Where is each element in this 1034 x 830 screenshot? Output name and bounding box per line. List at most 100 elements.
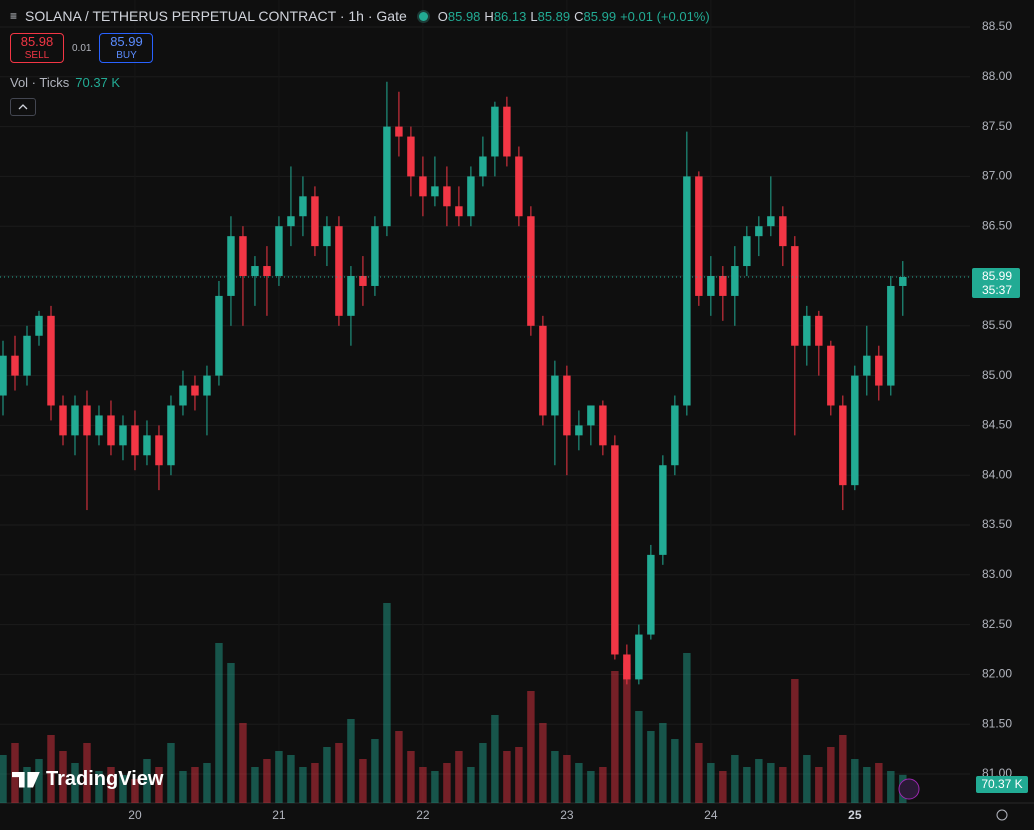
spread: 0.01 [72,42,92,54]
chart-title: SOLANA / TETHERUS PERPETUAL CONTRACT · 1… [25,8,407,24]
volume-bar [755,759,763,803]
y-tick-label: 83.00 [982,567,1012,581]
candle-body [323,226,331,247]
ohlc-close: C85.99 [574,9,616,24]
x-tick-label: 22 [416,808,430,822]
y-tick-label: 86.50 [982,218,1012,232]
candle-body [215,295,223,376]
volume-bar [707,763,715,803]
candle-body [119,425,127,446]
ohlc-value: 86.13 [493,8,527,24]
x-tick-label: 25 [848,808,862,822]
volume-bar [779,767,787,803]
candle-body [143,435,151,456]
candle-body [347,276,355,316]
collapse-button[interactable] [10,98,36,116]
collapse-icon [18,104,28,110]
candle-body [635,634,643,680]
buy-button[interactable]: 85.99 BUY [99,33,154,63]
volume-bar [383,603,391,803]
volume-bar [59,751,67,803]
candle-body [611,445,619,655]
candle-body [383,126,391,227]
volume-bar [743,767,751,803]
volume-bar [239,723,247,803]
volume-bar [35,759,43,803]
volume-bar [443,763,451,803]
candle-body [239,236,247,276]
candle-body [203,375,211,396]
settings-icon[interactable] [996,809,1008,821]
sell-button[interactable]: 85.98 SELL [10,33,64,63]
volume-bar [563,755,571,803]
candle-body [863,355,871,376]
volume-bar [95,771,103,803]
volume-bar [359,759,367,803]
menu-icon[interactable]: ≡ [10,9,18,23]
volume-bar [431,771,439,803]
y-tick-label: 88.50 [982,19,1012,33]
candle-body [47,315,55,406]
candle-body [95,415,103,436]
candle-body [515,156,523,217]
volume-bar [695,743,703,803]
candle-body [647,554,655,635]
candle-body [803,315,811,346]
buy-label: BUY [116,50,137,61]
quick-action-icon [898,778,920,800]
volume-bar [515,747,523,803]
logo-icon [12,771,40,788]
candle-body [791,246,799,346]
candle-body [899,276,907,286]
candle-body [839,405,847,486]
candle-body [491,106,499,157]
volume-bar [323,747,331,803]
volume-bar [767,763,775,803]
candle-body [59,405,67,436]
volume-bar [227,663,235,803]
volume-bar [539,723,547,803]
volume-bar [203,763,211,803]
candle-body [335,226,343,316]
candle-body [851,375,859,486]
volume-bar [467,767,475,803]
volume-bar [167,743,175,803]
buy-price: 85.99 [110,34,143,49]
volume-bar [215,643,223,803]
volume-legend: Vol · Ticks 70.37 K [10,75,120,90]
y-tick-label: 83.50 [982,517,1012,531]
candle-body [155,435,163,466]
candle-body [467,176,475,217]
candle-body [503,106,511,157]
candle-body [731,266,739,296]
sell-price: 85.98 [20,34,54,49]
candle-body [251,266,259,276]
candle-body [887,285,895,386]
trade-panel: 85.98 SELL 0.01 85.99 BUY [10,33,154,63]
candle-body [479,156,487,177]
volume-bar [47,735,55,803]
candle-body [563,375,571,436]
x-tick-label: 24 [704,808,718,822]
candle-body [299,196,307,217]
volume-bar [251,767,259,803]
candle-body [683,176,691,406]
candle-body [695,176,703,296]
y-tick-label: 88.00 [982,69,1012,83]
y-tick-label: 85.00 [982,368,1012,382]
candle-body [419,176,427,197]
volume-bar [575,763,583,803]
candle-body [359,276,367,286]
y-tick-label: 84.00 [982,467,1012,481]
y-tick-label: 81.50 [982,716,1012,730]
volume-bar [479,743,487,803]
sell-label: SELL [24,50,50,61]
candle-body [755,226,763,237]
volume-bar [287,755,295,803]
volume-bar [0,755,7,803]
y-tick-label: 87.00 [982,169,1012,183]
candle-body [875,355,883,386]
candle-body [35,315,43,336]
